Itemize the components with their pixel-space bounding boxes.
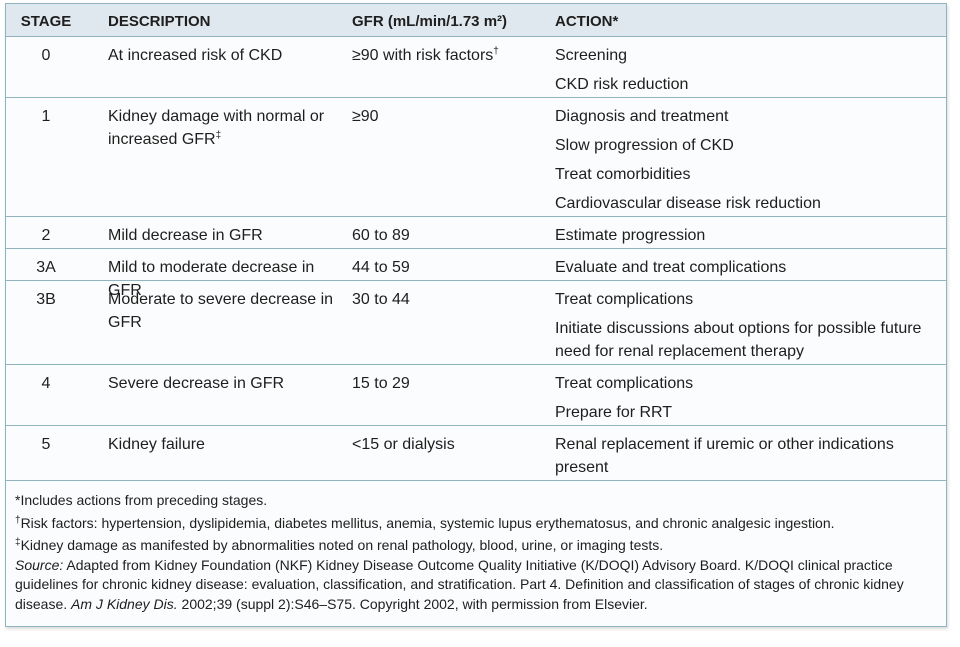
table-row: 1 Kidney damage with normal or increased … bbox=[6, 98, 946, 217]
gfr-cell: 60 to 89 bbox=[352, 224, 542, 247]
footnote: ‡Kidney damage as manifested by abnormal… bbox=[15, 533, 932, 556]
gfr-text: 15 to 29 bbox=[352, 375, 410, 392]
footnote: Source: Adapted from Kidney Foundation (… bbox=[15, 556, 932, 615]
gfr-text: 30 to 44 bbox=[352, 291, 410, 308]
footnote: †Risk factors: hypertension, dyslipidemi… bbox=[15, 511, 932, 534]
header-cell: ACTION* bbox=[555, 13, 619, 30]
table-box: STAGE DESCRIPTION GFR (mL/min/1.73 m²) ACTI… bbox=[5, 3, 947, 627]
action-cell: Screening CKD risk reduction bbox=[555, 44, 935, 96]
footnotes: *Includes actions from preceding stages.… bbox=[6, 481, 946, 626]
action-item: Treat complications bbox=[555, 375, 694, 392]
description-cell: Kidney failure bbox=[108, 433, 333, 456]
footnote-part: Am J Kidney Dis. bbox=[71, 595, 178, 612]
table-row: 3A Mild to moderate decrease in GFR 44 to … bbox=[6, 249, 946, 299]
action-cell: Diagnosis and treatment Slow progression … bbox=[555, 105, 935, 215]
footnote-part: Source: bbox=[15, 556, 64, 573]
gfr-text: 44 to 59 bbox=[352, 259, 410, 276]
action-cell: Treat complications Prepare for RRT bbox=[555, 372, 935, 424]
action-item: CKD risk reduction bbox=[555, 76, 689, 93]
action-item: Screening bbox=[555, 47, 628, 64]
stage-cell: 3A bbox=[36, 259, 56, 276]
action-cell: Evaluate and treat complications bbox=[555, 256, 935, 279]
description-text: Kidney damage with normal or increased G… bbox=[108, 108, 325, 148]
action-item: Estimate progression bbox=[555, 227, 706, 244]
stage-cell: 1 bbox=[41, 108, 51, 125]
table-row: 2 Mild decrease in GFR 60 to 89 Estimate pr… bbox=[6, 217, 946, 249]
description-cell: Mild decrease in GFR bbox=[108, 224, 333, 247]
gfr-cell: 44 to 59 bbox=[352, 256, 542, 279]
description-text: Kidney failure bbox=[108, 436, 205, 453]
table-row: 0 At increased risk of CKD ≥90 with risk f… bbox=[6, 37, 946, 98]
gfr-text: <15 or dialysis bbox=[352, 436, 455, 453]
gfr-cell: ≥90 bbox=[352, 105, 542, 128]
footnote-mark: † bbox=[493, 46, 499, 57]
description-cell: Kidney damage with normal or increased G… bbox=[108, 105, 333, 151]
table-row: 4 Severe decrease in GFR 15 to 29 Treat com… bbox=[6, 365, 946, 426]
footnote-mark: ‡ bbox=[215, 130, 222, 141]
action-item: Evaluate and treat complications bbox=[555, 259, 787, 276]
footnote-part: Adapted from Kidney Foundation (NKF) Kid… bbox=[15, 556, 904, 612]
footnote-mark: † bbox=[15, 514, 21, 526]
header-cell: GFR (mL/min/1.73 m²) bbox=[352, 13, 508, 30]
description-text: Mild decrease in GFR bbox=[108, 227, 263, 244]
gfr-cell: <15 or dialysis bbox=[352, 433, 542, 456]
description-text: Severe decrease in GFR bbox=[108, 375, 285, 392]
action-item: Initiate discussions about options for p… bbox=[555, 320, 922, 360]
action-cell: Renal replacement if uremic or other ind… bbox=[555, 433, 935, 479]
action-item: Diagnosis and treatment bbox=[555, 108, 729, 125]
stage-cell: 3B bbox=[36, 291, 56, 308]
description-cell: Severe decrease in GFR bbox=[108, 372, 333, 395]
description-text: Mild to moderate decrease in GFR bbox=[108, 259, 315, 299]
footnote-mark: * bbox=[15, 492, 21, 508]
table-row: 3B Moderate to severe decrease in GFR 30 t… bbox=[6, 281, 946, 365]
action-item: Cardiovascular disease risk reduction bbox=[555, 195, 821, 212]
action-item: Slow progression of CKD bbox=[555, 137, 734, 154]
footnote-text: Risk factors: hypertension, dyslipidemia… bbox=[20, 514, 835, 531]
table-row: 5 Kidney failure <15 or dialysis Renal repl… bbox=[6, 426, 946, 481]
gfr-text: ≥90 bbox=[352, 108, 379, 125]
action-item: Prepare for RRT bbox=[555, 404, 673, 421]
stage-cell: 5 bbox=[41, 436, 51, 453]
footnote-mark: ‡ bbox=[15, 537, 21, 548]
footnote-part: 2002;39 (suppl 2):S46–S75. Copyright 200… bbox=[181, 595, 648, 612]
header-cell: DESCRIPTION bbox=[108, 13, 211, 30]
gfr-text: 60 to 89 bbox=[352, 227, 410, 244]
table-header: STAGE DESCRIPTION GFR (mL/min/1.73 m²) ACTI… bbox=[6, 4, 946, 37]
action-cell: Estimate progression bbox=[555, 224, 935, 247]
description-cell: At increased risk of CKD bbox=[108, 44, 333, 67]
action-item: Treat complications bbox=[555, 291, 694, 308]
stage-cell: 4 bbox=[41, 375, 51, 392]
action-cell: Treat complications Initiate discussions … bbox=[555, 288, 935, 363]
description-cell: Moderate to severe decrease in GFR bbox=[108, 288, 333, 334]
footnote: *Includes actions from preceding stages. bbox=[15, 491, 932, 511]
header-cell: STAGE bbox=[20, 13, 72, 30]
stage-cell: 2 bbox=[41, 227, 51, 244]
gfr-cell: 30 to 44 bbox=[352, 288, 542, 311]
footnote-text: Includes actions from preceding stages. bbox=[20, 492, 268, 508]
description-text: At increased risk of CKD bbox=[108, 47, 283, 64]
stage-cell: 0 bbox=[41, 47, 51, 64]
action-item: Treat comorbidities bbox=[555, 166, 691, 183]
action-item: Renal replacement if uremic or other ind… bbox=[555, 436, 894, 476]
gfr-cell: ≥90 with risk factors† bbox=[352, 44, 542, 67]
gfr-text: ≥90 with risk factors bbox=[352, 47, 494, 64]
footnote-text: Kidney damage as manifested by abnormali… bbox=[20, 537, 664, 553]
description-cell: Mild to moderate decrease in GFR bbox=[108, 256, 333, 302]
gfr-cell: 15 to 29 bbox=[352, 372, 542, 395]
description-text: Moderate to severe decrease in GFR bbox=[108, 291, 334, 331]
